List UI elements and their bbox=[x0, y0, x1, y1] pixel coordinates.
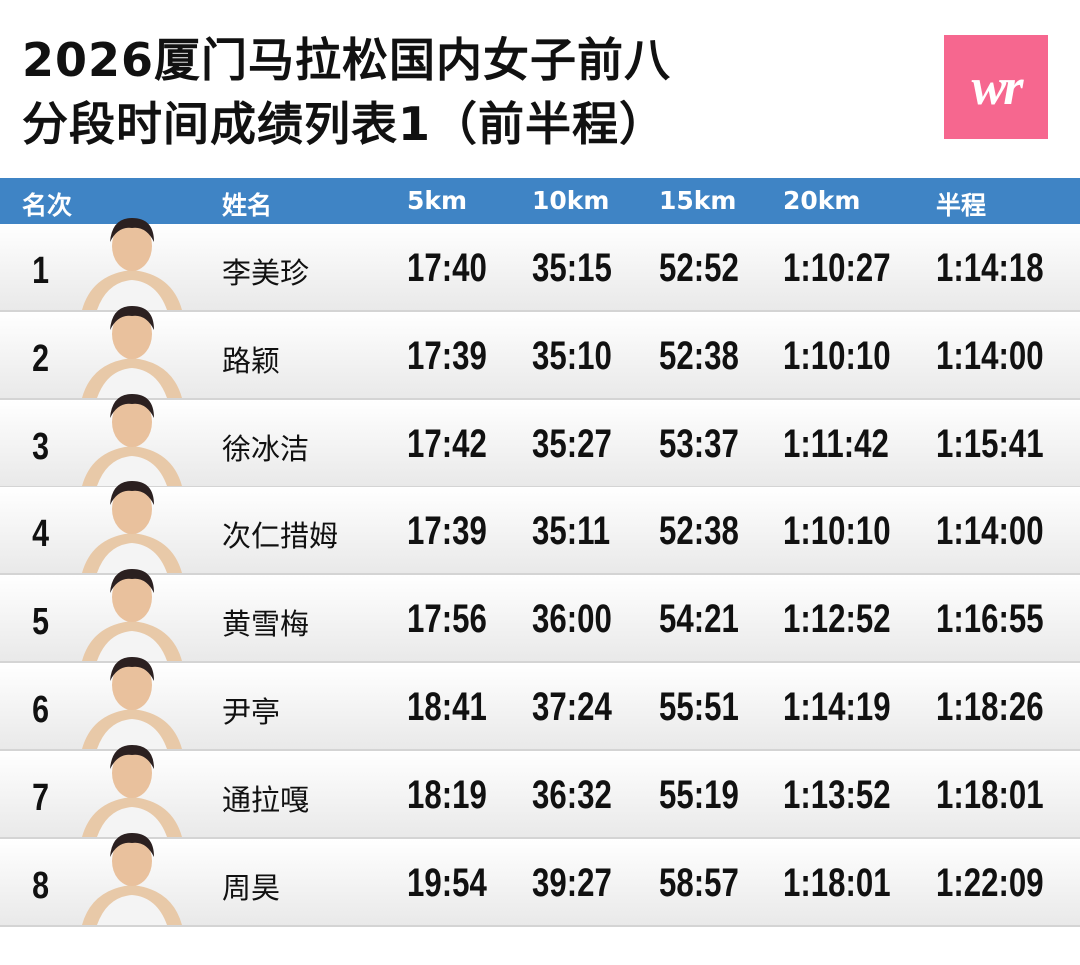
runner-photo bbox=[82, 832, 182, 925]
col-5km: 5km bbox=[407, 186, 468, 215]
runner-photo bbox=[82, 744, 182, 837]
col-10km: 10km bbox=[532, 186, 610, 215]
runner-name: 李美珍 bbox=[222, 256, 310, 290]
runner-photo bbox=[82, 481, 182, 574]
runner-name: 周昊 bbox=[222, 870, 281, 905]
split-5km: 17:39 bbox=[407, 333, 487, 378]
runner-name: 尹亭 bbox=[222, 695, 281, 729]
split-half: 1:18:01 bbox=[936, 772, 1044, 817]
split-10km: 36:32 bbox=[532, 772, 612, 817]
split-5km: 17:56 bbox=[407, 597, 487, 642]
table-row: 8 周昊 19:54 39:27 58:57 1:18:01 1:22:09 bbox=[0, 832, 1080, 927]
split-15km: 52:38 bbox=[659, 509, 739, 554]
split-10km: 35:27 bbox=[532, 421, 612, 466]
table-row: 3 徐冰洁 17:42 35:27 53:37 1:11:42 1:15:41 bbox=[0, 393, 1080, 488]
col-name: 姓名 bbox=[222, 191, 273, 220]
runner-name: 次仁措姆 bbox=[222, 519, 339, 554]
split-15km: 55:51 bbox=[659, 685, 739, 729]
split-10km: 35:15 bbox=[532, 246, 612, 290]
runner-name: 路颖 bbox=[222, 343, 281, 378]
rank: 1 bbox=[32, 250, 50, 292]
title-line-2: 分段时间成绩列表1（前半程） bbox=[22, 97, 667, 151]
split-half: 1:16:55 bbox=[936, 597, 1044, 642]
runner-photo bbox=[82, 569, 182, 662]
split-5km: 18:41 bbox=[407, 685, 487, 729]
runner-photo bbox=[82, 657, 182, 749]
runner-photo bbox=[82, 393, 182, 486]
col-rank: 名次 bbox=[22, 191, 73, 220]
split-20km: 1:13:52 bbox=[783, 772, 891, 817]
split-half: 1:15:41 bbox=[936, 421, 1044, 466]
split-10km: 39:27 bbox=[532, 860, 612, 905]
page-title: 2026厦门马拉松国内女子前八 分段时间成绩列表1（前半程） bbox=[22, 28, 671, 156]
title-line-1: 2026厦门马拉松国内女子前八 bbox=[22, 33, 672, 87]
split-20km: 1:14:19 bbox=[783, 685, 891, 729]
runner-name: 黄雪梅 bbox=[222, 607, 310, 642]
split-15km: 52:52 bbox=[659, 246, 739, 290]
split-5km: 17:39 bbox=[407, 509, 487, 554]
split-15km: 55:19 bbox=[659, 772, 739, 817]
runner-photo bbox=[82, 305, 182, 398]
split-5km: 19:54 bbox=[407, 860, 487, 905]
runner-photo bbox=[82, 218, 182, 310]
split-20km: 1:18:01 bbox=[783, 860, 891, 905]
split-20km: 1:11:42 bbox=[783, 421, 889, 466]
split-15km: 58:57 bbox=[659, 860, 739, 905]
runner-name: 通拉嘎 bbox=[222, 782, 310, 817]
col-15km: 15km bbox=[659, 186, 737, 215]
wr-logo: wr bbox=[944, 35, 1048, 139]
rank: 2 bbox=[32, 337, 50, 380]
table-header: 名次 姓名 5km 10km 15km 20km 半程 bbox=[0, 178, 1080, 224]
split-10km: 35:10 bbox=[532, 333, 612, 378]
split-15km: 52:38 bbox=[659, 333, 739, 378]
split-20km: 1:10:10 bbox=[783, 333, 891, 378]
split-10km: 36:00 bbox=[532, 597, 612, 642]
split-10km: 37:24 bbox=[532, 685, 612, 729]
table-row: 2 路颖 17:39 35:10 52:38 1:10:10 1:14:00 bbox=[0, 305, 1080, 400]
rank: 4 bbox=[32, 513, 50, 556]
table-row: 6 尹亭 18:41 37:24 55:51 1:14:19 1:18:26 bbox=[0, 657, 1080, 751]
col-20km: 20km bbox=[783, 186, 861, 215]
split-half: 1:18:26 bbox=[936, 685, 1044, 729]
split-half: 1:14:18 bbox=[936, 246, 1044, 290]
split-half: 1:22:09 bbox=[936, 860, 1044, 905]
split-20km: 1:10:10 bbox=[783, 509, 891, 554]
rank: 3 bbox=[32, 425, 50, 468]
split-15km: 53:37 bbox=[659, 421, 739, 466]
rank: 6 bbox=[32, 689, 50, 731]
split-20km: 1:12:52 bbox=[783, 597, 891, 642]
rank: 7 bbox=[32, 776, 50, 819]
split-5km: 17:40 bbox=[407, 246, 487, 290]
split-20km: 1:10:27 bbox=[783, 246, 891, 290]
split-10km: 35:11 bbox=[532, 509, 611, 554]
split-half: 1:14:00 bbox=[936, 509, 1044, 554]
col-half: 半程 bbox=[936, 191, 987, 220]
rank: 5 bbox=[32, 601, 50, 644]
split-5km: 17:42 bbox=[407, 421, 487, 466]
rank: 8 bbox=[32, 864, 50, 907]
logo-text: wr bbox=[971, 58, 1024, 116]
split-5km: 18:19 bbox=[407, 772, 487, 817]
table-row: 4 次仁措姆 17:39 35:11 52:38 1:10:10 1:14:00 bbox=[0, 481, 1080, 576]
split-15km: 54:21 bbox=[659, 597, 739, 642]
table-row: 7 通拉嘎 18:19 36:32 55:19 1:13:52 1:18:01 bbox=[0, 744, 1080, 839]
table-row: 5 黄雪梅 17:56 36:00 54:21 1:12:52 1:16:55 bbox=[0, 569, 1080, 664]
split-half: 1:14:00 bbox=[936, 333, 1044, 378]
runner-name: 徐冰洁 bbox=[222, 431, 310, 466]
table-row: 1 李美珍 17:40 35:15 52:52 1:10:27 1:14:18 bbox=[0, 218, 1080, 312]
